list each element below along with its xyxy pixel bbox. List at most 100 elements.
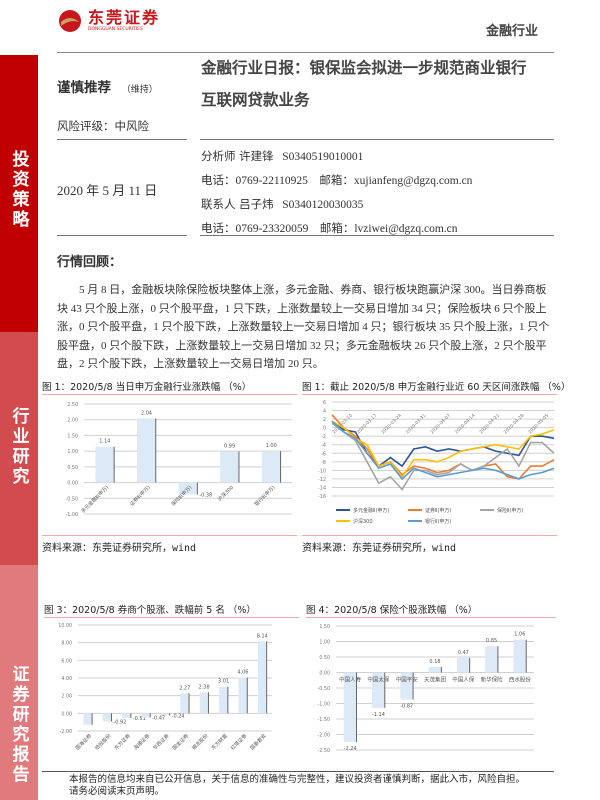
analyst-phone: 电话：0769-22110925 bbox=[201, 174, 308, 187]
analyst-name: 分析师 许建锋 bbox=[201, 149, 274, 163]
analyst-email[interactable]: 邮箱：xujianfeng@dgzq.com.cn bbox=[319, 174, 473, 187]
figure-1-title: 图 1：2020/5/8 当日申万金融行业涨跌幅 （%） bbox=[42, 382, 252, 393]
y-tick-label: 10.00 bbox=[58, 623, 72, 629]
bar bbox=[83, 713, 93, 725]
x-tick-label: 西水股份 bbox=[509, 676, 532, 684]
figure-1-rule bbox=[42, 394, 297, 395]
figure-4-title: 图 4：2020/5/8 保险个股涨跌幅 （%） bbox=[306, 605, 478, 616]
bar bbox=[95, 446, 115, 483]
sidebar-label: 投资策略 bbox=[8, 150, 29, 230]
data-label: 1.14 bbox=[99, 439, 110, 445]
y-tick-label: -16 bbox=[318, 494, 326, 500]
x-tick-label: 锦龙股份 bbox=[190, 732, 209, 751]
y-tick-label: 4 bbox=[323, 409, 326, 415]
y-tick-label: 4.00 bbox=[61, 676, 72, 682]
y-tick-label: 1.50 bbox=[67, 433, 78, 439]
y-tick-label: 6.00 bbox=[61, 658, 72, 664]
y-tick-label: 2.00 bbox=[67, 418, 78, 424]
footer-divider bbox=[42, 771, 554, 772]
risk-rating: 风险评级：中风险 bbox=[57, 119, 149, 133]
x-tick-label: 沪深300 bbox=[216, 484, 235, 503]
y-tick-label: -0.50 bbox=[318, 686, 330, 692]
figure-1-source: 资料来源：东莞证券研究所，wind bbox=[42, 543, 197, 554]
x-tick-label: 2020-04-21 bbox=[478, 413, 501, 436]
data-label: -0.87 bbox=[400, 703, 413, 709]
x-tick-label: 国金证券 bbox=[171, 732, 190, 751]
bar bbox=[219, 686, 228, 714]
logo-mark-icon bbox=[59, 10, 81, 32]
logo-text: 东莞证券 bbox=[88, 8, 161, 27]
bar bbox=[261, 451, 281, 483]
contact-row: 联系人 吕子炜 S0340120030035 bbox=[201, 193, 472, 218]
bar bbox=[238, 677, 248, 714]
y-tick-label: -2.00 bbox=[318, 733, 330, 739]
x-tick-label: 2020-03-31 bbox=[405, 413, 428, 436]
contact-contact-row: 电话：0769-23320059 邮箱：lvziwei@dgzq.com.cn bbox=[201, 218, 472, 242]
figure-1-bottom-rule bbox=[42, 535, 297, 536]
x-tick-label: 东方证券 bbox=[113, 732, 132, 751]
y-tick-label: -2 bbox=[321, 434, 326, 440]
bar bbox=[160, 713, 170, 716]
y-tick-label: 0.50 bbox=[319, 655, 330, 661]
legend-label: 银行Ⅱ(申万) bbox=[425, 518, 451, 525]
analyst-divider bbox=[200, 235, 554, 236]
rating-block: 谨慎推荐 （维持） bbox=[57, 76, 158, 96]
figure-2-bottom-rule bbox=[302, 535, 557, 536]
y-tick-label: -4 bbox=[321, 443, 326, 449]
analyst-cert: S0340519010001 bbox=[282, 151, 364, 163]
y-tick-label: 6 bbox=[323, 400, 326, 406]
bar bbox=[400, 672, 414, 700]
bar bbox=[102, 713, 112, 722]
title-divider bbox=[200, 139, 554, 140]
figure-4-chart: 1.50 1.00 0.50 0.00 -0.50 -1.00 -1.50 -2.00 -2.5… bbox=[318, 624, 534, 754]
report-title: 金融行业日报：银保监会拟进一步规范商业银行 互联网贷款业务 bbox=[201, 52, 527, 116]
analyst-contact-row: 电话：0769-22110925 邮箱：xujianfeng@dgzq.com.… bbox=[201, 170, 472, 194]
company-logo: 东莞证券 DONGGUAN SECURITIES bbox=[58, 6, 160, 36]
x-tick-label: 中国太保 bbox=[367, 676, 390, 684]
x-tick-label: 哈投股份 bbox=[93, 732, 112, 751]
x-tick-label: 国海证券 bbox=[74, 732, 93, 751]
figure-3-title: 图 3：2020/5/8 券商个股涨、跌幅前 5 名 （%） bbox=[44, 605, 256, 616]
left-divider-2 bbox=[57, 235, 187, 236]
legend-label: 证券Ⅱ(申万) bbox=[425, 507, 451, 514]
report-date: 2020 年 5 月 11 日 bbox=[57, 183, 158, 198]
series-line bbox=[331, 420, 555, 479]
y-tick-label: 0.50 bbox=[67, 465, 78, 471]
x-tick-label: 证券Ⅱ(申万) bbox=[128, 484, 152, 508]
y-tick-label: 8.00 bbox=[61, 641, 72, 647]
bar bbox=[372, 672, 385, 708]
x-tick-label: 2020-04-07 bbox=[429, 413, 452, 436]
bar bbox=[343, 672, 357, 742]
figure-4-rule bbox=[306, 617, 556, 618]
bar bbox=[178, 482, 198, 495]
x-tick-label: 中国人寿 bbox=[339, 676, 362, 684]
data-label: 2.38 bbox=[199, 684, 210, 690]
report-title-line1: 金融行业日报：银保监会拟进一步规范商业银行 bbox=[201, 59, 527, 77]
sidebar-section-industry: 行业研究 bbox=[0, 332, 38, 565]
disclaimer-line1: 本报告的信息均来自已公开信息，关于信息的准确性与完整性，建议投资者谨慎判断，据此… bbox=[69, 774, 526, 785]
y-tick-label: -6 bbox=[321, 451, 326, 457]
disclaimer: 本报告的信息均来自已公开信息，关于信息的准确性与完整性，建议投资者谨慎判断，据此… bbox=[69, 774, 525, 798]
bar bbox=[141, 713, 151, 718]
contact-email[interactable]: 邮箱：lvziwei@dgzq.com.cn bbox=[319, 222, 458, 235]
data-label: 2.04 bbox=[141, 410, 152, 416]
legend-label: 沪深300 bbox=[353, 518, 373, 525]
data-label: -0.47 bbox=[152, 715, 165, 721]
analyst-row: 分析师 许建锋 S0340519010001 bbox=[201, 145, 472, 170]
data-label: 1.00 bbox=[266, 443, 277, 449]
bar bbox=[220, 451, 239, 483]
x-tick-label: 东方财富 bbox=[210, 732, 229, 751]
bar bbox=[137, 418, 156, 483]
bar bbox=[513, 639, 527, 673]
contact-phone: 电话：0769-23320059 bbox=[201, 222, 309, 235]
data-label: 1.06 bbox=[514, 632, 525, 638]
data-label: 0.85 bbox=[486, 638, 497, 644]
y-tick-label: 0 bbox=[323, 426, 326, 432]
series-line bbox=[331, 422, 555, 491]
x-tick-label: 2020-03-24 bbox=[380, 413, 403, 436]
data-label: 3.01 bbox=[218, 679, 229, 685]
contact-cert: S0340120030035 bbox=[282, 199, 364, 211]
y-tick-label: -2.00 bbox=[60, 729, 72, 735]
bar bbox=[122, 713, 131, 718]
